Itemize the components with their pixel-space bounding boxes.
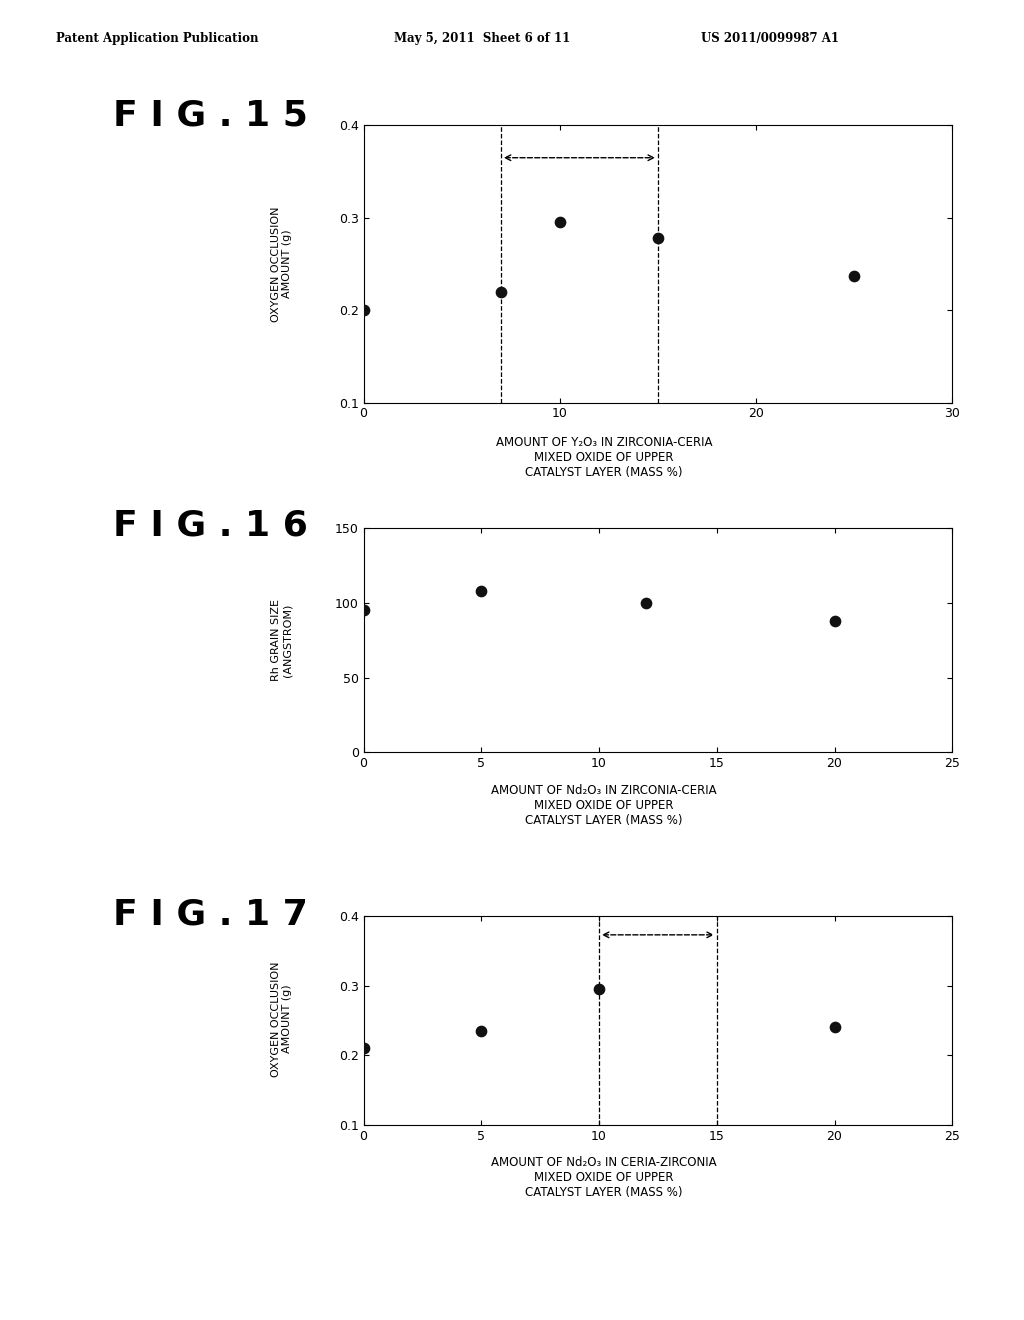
Text: Patent Application Publication: Patent Application Publication [56, 32, 259, 45]
Text: May 5, 2011  Sheet 6 of 11: May 5, 2011 Sheet 6 of 11 [394, 32, 570, 45]
Text: AMOUNT OF Nd₂O₃ IN ZIRCONIA-CERIA
MIXED OXIDE OF UPPER
CATALYST LAYER (MASS %): AMOUNT OF Nd₂O₃ IN ZIRCONIA-CERIA MIXED … [492, 784, 717, 828]
Point [846, 265, 862, 286]
Text: AMOUNT OF Y₂O₃ IN ZIRCONIA-CERIA
MIXED OXIDE OF UPPER
CATALYST LAYER (MASS %): AMOUNT OF Y₂O₃ IN ZIRCONIA-CERIA MIXED O… [496, 436, 713, 479]
Point [493, 281, 509, 302]
Point [473, 581, 489, 602]
Point [355, 599, 372, 620]
Point [649, 227, 666, 248]
Point [355, 300, 372, 321]
Text: OXYGEN OCCLUSION
AMOUNT (g): OXYGEN OCCLUSION AMOUNT (g) [270, 206, 293, 322]
Text: Rh GRAIN SIZE
(ANGSTROM): Rh GRAIN SIZE (ANGSTROM) [270, 599, 293, 681]
Point [355, 1038, 372, 1059]
Text: F I G . 1 6: F I G . 1 6 [113, 508, 307, 543]
Text: F I G . 1 7: F I G . 1 7 [113, 898, 307, 932]
Text: AMOUNT OF Nd₂O₃ IN CERIA-ZIRCONIA
MIXED OXIDE OF UPPER
CATALYST LAYER (MASS %): AMOUNT OF Nd₂O₃ IN CERIA-ZIRCONIA MIXED … [492, 1156, 717, 1200]
Point [473, 1020, 489, 1041]
Text: F I G . 1 5: F I G . 1 5 [113, 99, 307, 133]
Point [826, 1016, 843, 1038]
Point [591, 978, 607, 999]
Text: US 2011/0099987 A1: US 2011/0099987 A1 [701, 32, 840, 45]
Point [826, 610, 843, 631]
Point [638, 593, 654, 614]
Text: OXYGEN OCCLUSION
AMOUNT (g): OXYGEN OCCLUSION AMOUNT (g) [270, 961, 293, 1077]
Point [552, 213, 568, 234]
